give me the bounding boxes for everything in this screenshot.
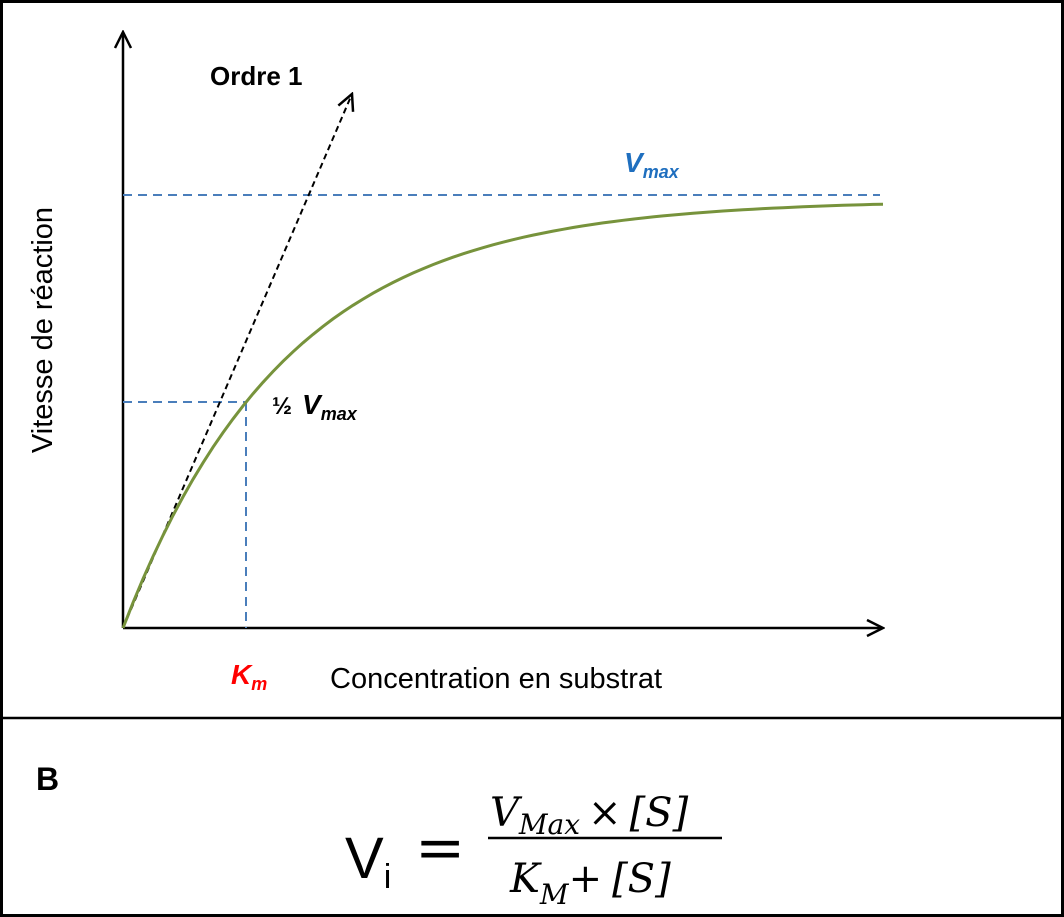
num-s: [S]	[630, 790, 689, 836]
order-1-arrow	[122, 94, 352, 629]
half-vmax-label: ½ Vmax	[272, 389, 358, 424]
num-times: ×	[588, 790, 622, 836]
x-axis-label: Concentration en substrat	[330, 663, 662, 695]
order-label: Ordre 1	[210, 61, 303, 91]
numerator: VMax × [S]	[490, 790, 689, 841]
half-main: V	[302, 389, 323, 420]
num-v-sub: Max	[518, 808, 580, 841]
vmax-main: V	[624, 147, 645, 178]
panel-label: B	[36, 761, 59, 797]
km-sub: m	[251, 674, 267, 694]
den-k-sub: M	[539, 878, 570, 911]
km-label: Km	[231, 659, 267, 694]
equals: =	[415, 813, 465, 883]
den-plus: +	[569, 856, 603, 902]
den-s: [S]	[612, 856, 671, 902]
half-sub: max	[321, 404, 358, 424]
vmax-sub: max	[643, 162, 680, 182]
vmax-label: Vmax	[624, 147, 680, 182]
km-main: K	[231, 659, 253, 690]
half-prefix: ½	[272, 393, 292, 420]
lhs-v: V	[345, 826, 384, 891]
formula-lhs: Vi	[345, 826, 391, 896]
lhs-sub: i	[384, 858, 392, 896]
saturation-curve	[121, 202, 884, 629]
denominator: KM+ [S]	[509, 856, 671, 911]
den-k: K	[509, 856, 542, 902]
y-axis-label: Vitesse de réaction	[27, 207, 59, 453]
num-v: V	[490, 790, 523, 836]
